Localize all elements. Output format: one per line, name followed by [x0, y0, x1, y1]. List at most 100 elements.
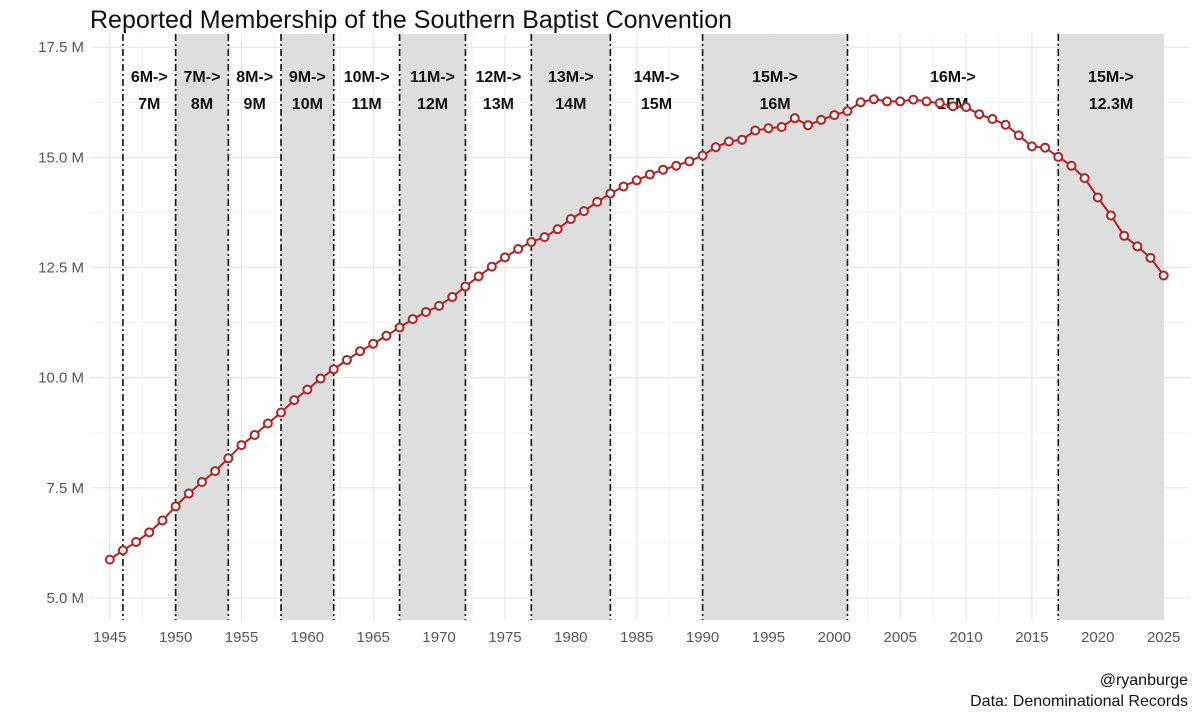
x-tick-label: 1960: [291, 629, 324, 646]
data-point: [276, 407, 287, 418]
band-label: 9M: [244, 96, 266, 113]
data-point: [565, 214, 576, 225]
data-point: [671, 160, 682, 171]
band-label: 7M->: [184, 69, 221, 86]
caption: @ryanburge Data: Denominational Records: [970, 670, 1188, 712]
data-point: [631, 175, 642, 186]
data-point: [407, 314, 418, 325]
data-point: [1158, 270, 1169, 281]
band-label: 6M->: [131, 69, 168, 86]
data-point: [658, 164, 669, 175]
data-point: [249, 429, 260, 440]
data-point: [908, 94, 919, 105]
band-labels: 6M-> 7M 7M-> 8M 8M-> 9M 9M-> 10M 10M-> 11M 11M-> 12…: [131, 69, 1134, 113]
band-label: 14M: [555, 96, 586, 113]
data-point: [1092, 192, 1103, 203]
data-point: [1132, 241, 1143, 252]
data-point: [1066, 160, 1077, 171]
data-point: [381, 330, 392, 341]
band-label: 13M: [483, 96, 514, 113]
data-point: [921, 96, 932, 107]
grid: [90, 34, 1190, 620]
x-tick-label: 1980: [554, 629, 587, 646]
data-point: [394, 322, 405, 333]
data-point: [750, 125, 761, 136]
data-point: [223, 453, 234, 464]
data-point: [117, 545, 128, 556]
data-point: [816, 114, 827, 125]
data-point: [1119, 230, 1130, 241]
x-tick-label: 2020: [1081, 629, 1114, 646]
data-point: [763, 123, 774, 134]
y-tick-label: 12.5 M: [38, 260, 84, 277]
data-point: [196, 477, 207, 488]
data-point: [170, 501, 181, 512]
data-point: [1053, 151, 1064, 162]
data-point: [1079, 173, 1090, 184]
data-point: [776, 121, 787, 132]
data-point: [802, 120, 813, 131]
y-tick-label: 17.5 M: [38, 39, 84, 56]
data-point: [420, 307, 431, 318]
x-tick-label: 2000: [818, 629, 851, 646]
x-tick-label: 1995: [752, 629, 785, 646]
data-point: [552, 224, 563, 235]
x-tick-label: 1990: [686, 629, 719, 646]
band-label: 12.3M: [1089, 96, 1133, 113]
data-point: [855, 97, 866, 108]
data-point: [842, 106, 853, 117]
data-point: [868, 94, 879, 105]
x-tick-label: 1975: [488, 629, 521, 646]
data-point: [1013, 130, 1024, 141]
band-label: 11M->: [410, 69, 455, 86]
data-point: [460, 281, 471, 292]
data-point: [434, 300, 445, 311]
data-point: [1145, 252, 1156, 263]
data-point: [183, 488, 194, 499]
chart-title: Reported Membership of the Southern Bapt…: [90, 6, 733, 34]
data-point: [1040, 142, 1051, 153]
data-point: [368, 338, 379, 349]
band-label: 8M: [191, 96, 213, 113]
data-point: [104, 554, 115, 565]
data-point: [328, 364, 339, 375]
data-point: [1000, 119, 1011, 130]
data-point: [644, 169, 655, 180]
data-point: [1105, 210, 1116, 221]
x-tick-label: 2015: [1015, 629, 1048, 646]
y-tick-label: 15.0 M: [38, 149, 84, 166]
band-label: 10M: [292, 96, 323, 113]
band-label: 13M->: [548, 69, 594, 86]
x-tick-label: 2005: [883, 629, 916, 646]
data-point: [697, 150, 708, 161]
x-tick-label: 1970: [422, 629, 455, 646]
data-point: [262, 418, 273, 429]
band-label: 12M->: [475, 69, 521, 86]
data-point: [289, 395, 300, 406]
data-point: [829, 110, 840, 121]
x-axis-ticks: 1945 1950 1955 1960 1965 1970 1975 1980 1985 1990…: [93, 629, 1180, 646]
data-point: [315, 373, 326, 384]
data-point: [618, 181, 629, 192]
data-point: [987, 114, 998, 125]
data-point: [947, 101, 958, 112]
x-tick-label: 1985: [620, 629, 653, 646]
shaded-band: [175, 34, 229, 620]
band-label: 16M->: [930, 69, 976, 86]
shaded-bands: [175, 34, 1164, 620]
y-axis-ticks: 5.0 M 7.5 M 10.0 M 12.5 M 15.0 M 17.5 M: [38, 39, 84, 607]
data-point: [302, 384, 313, 395]
data-point: [473, 271, 484, 282]
data-point: [236, 440, 247, 451]
data-point: [499, 252, 510, 263]
band-label: 16M: [759, 96, 790, 113]
data-point: [144, 527, 155, 538]
shaded-band: [281, 34, 334, 620]
x-tick-label: 1955: [225, 629, 258, 646]
x-tick-label: 1950: [159, 629, 192, 646]
data-point: [579, 206, 590, 217]
data-point: [934, 98, 945, 109]
y-tick-label: 10.0 M: [38, 370, 84, 387]
data-point: [355, 346, 366, 357]
